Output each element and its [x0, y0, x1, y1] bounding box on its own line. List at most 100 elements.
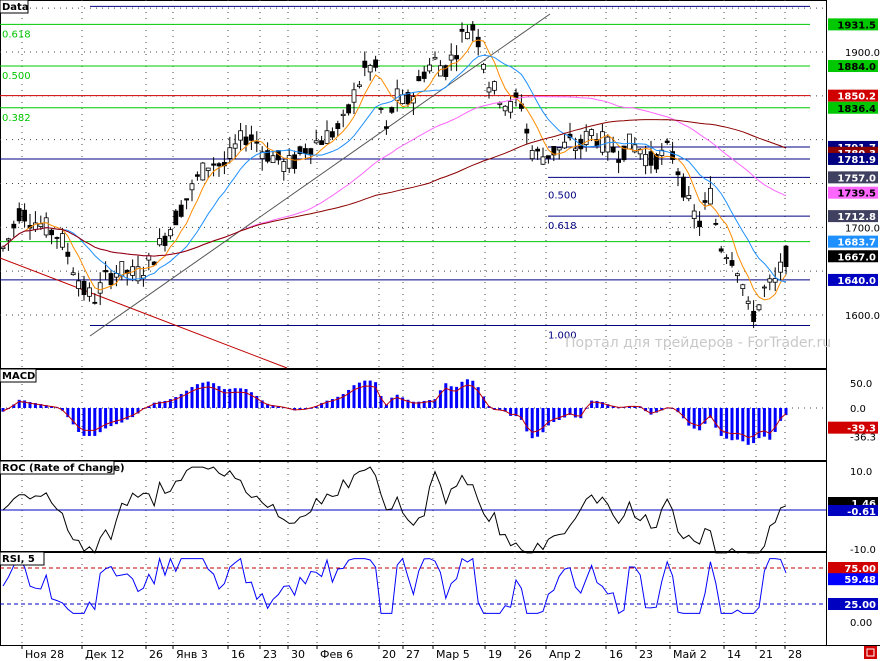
- candle[interactable]: [389, 106, 395, 115]
- candle[interactable]: [211, 157, 217, 177]
- candle[interactable]: [362, 51, 368, 77]
- candle[interactable]: [92, 293, 98, 305]
- candle[interactable]: [670, 141, 675, 164]
- candle[interactable]: [475, 28, 481, 56]
- scroll-indicator-button[interactable]: [864, 646, 877, 659]
- candle[interactable]: [189, 179, 195, 202]
- candle[interactable]: [162, 232, 168, 252]
- candle[interactable]: [87, 282, 92, 302]
- candle[interactable]: [470, 21, 476, 42]
- candle[interactable]: [648, 140, 654, 174]
- candle[interactable]: [205, 167, 211, 178]
- candle[interactable]: [232, 134, 238, 160]
- ma-fast-line[interactable]: [2, 39, 787, 301]
- candle[interactable]: [194, 171, 200, 181]
- candle[interactable]: [454, 45, 460, 72]
- candle[interactable]: [43, 212, 49, 238]
- candle[interactable]: [173, 209, 179, 226]
- candle[interactable]: [65, 242, 71, 265]
- candle[interactable]: [351, 82, 357, 115]
- candle[interactable]: [254, 131, 260, 153]
- candle[interactable]: [643, 145, 648, 175]
- candle[interactable]: [724, 254, 729, 265]
- candle[interactable]: [259, 146, 265, 171]
- candle[interactable]: [394, 79, 400, 112]
- candle[interactable]: [491, 80, 497, 95]
- candle[interactable]: [616, 150, 621, 174]
- candle[interactable]: [691, 204, 697, 229]
- candle[interactable]: [216, 162, 222, 177]
- candle[interactable]: [427, 58, 433, 74]
- candle[interactable]: [675, 168, 681, 187]
- rsi-line[interactable]: [2, 556, 787, 615]
- candle[interactable]: [383, 120, 389, 135]
- candle[interactable]: [486, 81, 492, 99]
- macd-signal-line[interactable]: [2, 384, 787, 439]
- candle[interactable]: [167, 226, 173, 240]
- candle[interactable]: [686, 186, 692, 202]
- ma-slow-line[interactable]: [2, 95, 787, 257]
- candle[interactable]: [119, 261, 125, 281]
- candle[interactable]: [286, 148, 292, 174]
- candle[interactable]: [605, 134, 611, 161]
- candle[interactable]: [708, 176, 713, 206]
- trendline-up[interactable]: [89, 13, 551, 337]
- candle[interactable]: [681, 173, 686, 201]
- candle[interactable]: [313, 129, 319, 145]
- candle[interactable]: [443, 64, 449, 81]
- candle[interactable]: [292, 150, 298, 174]
- candle[interactable]: [76, 272, 81, 297]
- candle[interactable]: [70, 267, 76, 276]
- price-panel[interactable]: 0.618 0.500 0.382 0.500 0.618 1.000: [0, 5, 810, 369]
- candle[interactable]: [400, 89, 406, 105]
- candle[interactable]: [713, 218, 719, 226]
- candle[interactable]: [367, 63, 373, 81]
- candle[interactable]: [184, 198, 190, 210]
- candle[interactable]: [221, 151, 227, 175]
- candle[interactable]: [6, 237, 11, 251]
- candle[interactable]: [600, 124, 605, 156]
- candle[interactable]: [535, 146, 540, 160]
- candle[interactable]: [529, 145, 535, 162]
- candle[interactable]: [54, 236, 60, 249]
- candle[interactable]: [772, 267, 778, 292]
- candle[interactable]: [573, 137, 578, 160]
- candle[interactable]: [200, 162, 206, 181]
- candle[interactable]: [432, 51, 438, 61]
- candle[interactable]: [97, 272, 103, 306]
- candle[interactable]: [756, 304, 762, 312]
- candle[interactable]: [546, 155, 551, 164]
- candle[interactable]: [324, 120, 330, 144]
- candle[interactable]: [740, 283, 746, 296]
- candle[interactable]: [416, 69, 422, 82]
- candle[interactable]: [697, 211, 702, 236]
- candle[interactable]: [762, 284, 767, 298]
- candle[interactable]: [664, 138, 670, 145]
- candle[interactable]: [459, 22, 465, 43]
- candle[interactable]: [783, 244, 789, 275]
- candle[interactable]: [729, 252, 735, 268]
- candle[interactable]: [437, 60, 443, 77]
- candle[interactable]: [583, 124, 589, 152]
- candle[interactable]: [718, 245, 724, 254]
- candle[interactable]: [481, 62, 487, 74]
- candle[interactable]: [627, 133, 632, 150]
- candle[interactable]: [421, 66, 427, 83]
- candle[interactable]: [178, 200, 184, 218]
- candle[interactable]: [270, 151, 276, 164]
- candle[interactable]: [378, 106, 384, 114]
- candle[interactable]: [140, 266, 146, 287]
- candle[interactable]: [767, 274, 773, 291]
- candle[interactable]: [524, 123, 530, 144]
- candle[interactable]: [405, 89, 411, 107]
- ma-medium-line[interactable]: [2, 54, 787, 283]
- candle[interactable]: [11, 220, 17, 238]
- candle[interactable]: [778, 253, 783, 281]
- candle[interactable]: [346, 103, 352, 116]
- candle[interactable]: [562, 132, 567, 149]
- trendline-down[interactable]: [0, 257, 288, 369]
- candle[interactable]: [745, 296, 751, 310]
- macd-panel[interactable]: [1, 379, 788, 445]
- candle[interactable]: [281, 158, 287, 181]
